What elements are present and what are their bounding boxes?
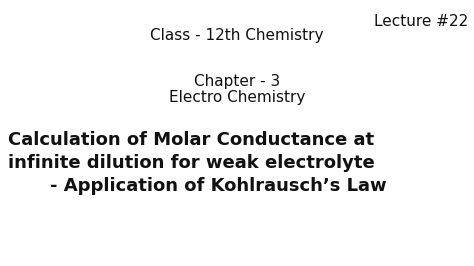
Text: Chapter - 3: Chapter - 3 bbox=[194, 74, 280, 89]
Text: Electro Chemistry: Electro Chemistry bbox=[169, 90, 305, 105]
Text: Lecture #22: Lecture #22 bbox=[374, 14, 468, 29]
Text: infinite dilution for weak electrolyte: infinite dilution for weak electrolyte bbox=[8, 154, 375, 172]
Text: - Application of Kohlrausch’s Law: - Application of Kohlrausch’s Law bbox=[50, 177, 387, 195]
Text: Class - 12th Chemistry: Class - 12th Chemistry bbox=[150, 28, 324, 43]
Text: Calculation of Molar Conductance at: Calculation of Molar Conductance at bbox=[8, 131, 374, 149]
